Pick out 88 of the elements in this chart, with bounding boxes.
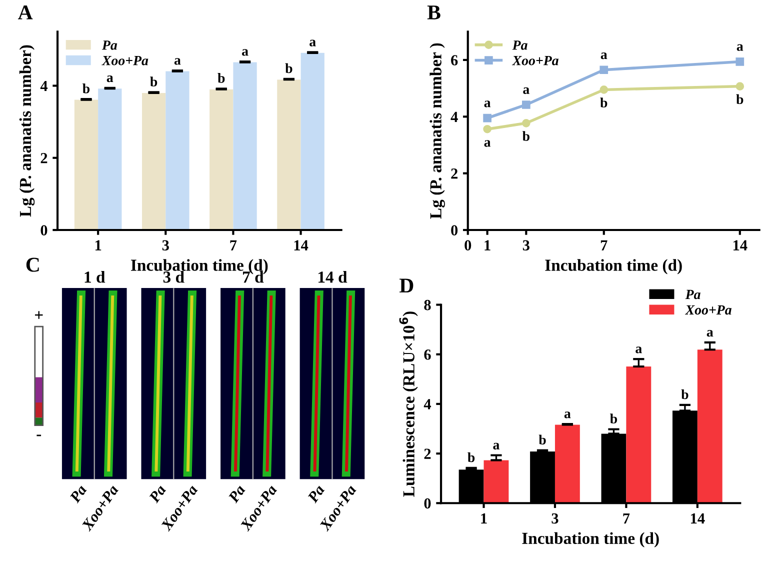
point	[600, 86, 608, 94]
y-tick-label: 4	[450, 112, 458, 122]
data-label: b	[522, 131, 530, 141]
x-tick-label: 1	[95, 240, 102, 250]
category-label: 14 d	[318, 271, 348, 283]
bar	[484, 460, 509, 504]
data-label: b	[468, 452, 475, 462]
legend-label: Xoo+Pa	[102, 56, 148, 66]
data-label: b	[538, 434, 546, 445]
bar	[626, 366, 652, 504]
data-label: b	[736, 94, 744, 104]
x-tick-label: 7	[623, 513, 630, 524]
x-axis-title: Incubation time (d)	[522, 532, 659, 548]
text: C	[26, 258, 39, 272]
x-tick-label: 3	[162, 240, 169, 250]
x-tick-label: 1	[484, 240, 490, 250]
chart-title: A	[18, 6, 33, 20]
point	[736, 57, 744, 66]
category-label: 1 d	[84, 271, 106, 283]
data-label: b	[218, 73, 225, 83]
bar	[233, 62, 257, 230]
data-label: a	[736, 44, 744, 51]
point	[600, 66, 608, 74]
data-label: a	[600, 52, 608, 60]
data-label: a	[523, 87, 530, 94]
x-axis-title: Incubation time (d)	[545, 259, 682, 274]
x-tick-label: 0	[464, 240, 472, 250]
data-label: a	[310, 40, 316, 46]
data-label: a	[636, 346, 642, 354]
legend-label: Xoo+Pa	[512, 56, 558, 66]
y-tick-label: 2	[424, 448, 431, 459]
y-tick-label: 8	[424, 300, 431, 310]
data-label: b	[681, 389, 688, 400]
x-tick-label: 7	[230, 240, 237, 250]
y-tick-label: 4	[40, 80, 48, 92]
data-label: a	[174, 58, 181, 65]
y-tick-label: 0	[451, 225, 458, 236]
y-tick-label: 0	[424, 498, 431, 509]
x-tick-label: 14	[691, 513, 705, 524]
point	[522, 118, 530, 128]
bar	[210, 89, 234, 230]
bar	[142, 92, 166, 230]
data-label: a	[493, 442, 500, 450]
y-tick-label: 2	[451, 168, 458, 179]
legend-label: Pa	[102, 40, 118, 50]
bar	[166, 71, 190, 230]
data-label: b	[285, 63, 292, 74]
text: +	[35, 311, 43, 319]
x-tick-label: 14	[733, 240, 748, 250]
data-label: a	[706, 330, 714, 337]
y-tick-label: 6	[424, 350, 431, 360]
data-label: b	[610, 414, 618, 424]
data-label: a	[242, 49, 248, 56]
point	[483, 114, 492, 122]
y-tick-label: 4	[424, 399, 432, 410]
data-label: b	[150, 76, 158, 86]
y-tick-label: 2	[40, 153, 48, 164]
data-label: a	[564, 412, 571, 418]
data-label: b	[600, 98, 608, 108]
text: -	[36, 434, 42, 436]
data-label: b	[82, 84, 90, 94]
bar	[277, 80, 301, 230]
bar	[74, 100, 98, 230]
legend-label: Pa	[685, 290, 700, 300]
bar	[697, 350, 722, 504]
y-tick-label: 0	[40, 225, 48, 236]
y-axis-title: Luminescence (RLU×10$^{6}$)	[399, 312, 418, 497]
data-label: a	[484, 100, 491, 108]
y-tick-label: 6	[451, 55, 458, 66]
y-axis-title: Lg (P. ananatis number )	[430, 43, 445, 219]
y-axis-title: Lg (P. ananatis number)	[19, 45, 35, 217]
data-label: a	[106, 75, 114, 82]
point	[483, 124, 492, 134]
legend-label: Xoo+Pa	[684, 305, 732, 315]
x-tick-label: 7	[600, 240, 608, 250]
x-tick-label: 3	[552, 513, 558, 524]
point	[736, 82, 744, 90]
bar	[98, 88, 122, 230]
x-tick-label: 1	[481, 513, 487, 524]
chart-title: B	[427, 6, 440, 20]
chart-title: D	[400, 278, 414, 292]
x-tick-label: 14	[294, 240, 308, 250]
data-label: a	[484, 140, 491, 147]
bar	[554, 424, 580, 504]
bar	[300, 52, 324, 230]
legend-label: Pa	[512, 40, 528, 50]
x-tick-label: 3	[522, 240, 530, 250]
point	[522, 100, 530, 109]
